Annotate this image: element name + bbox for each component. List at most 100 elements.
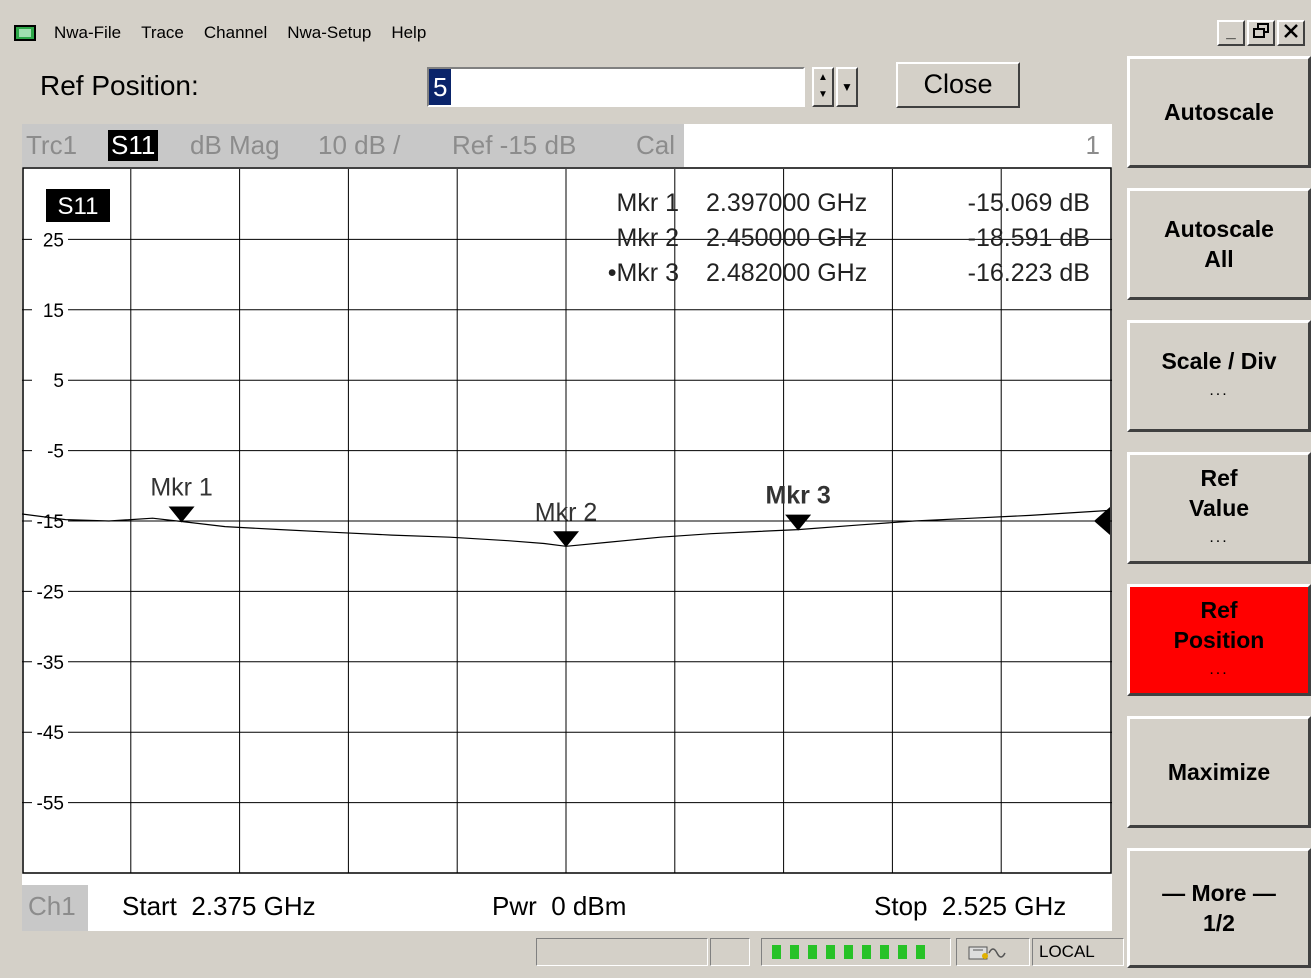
s11-trace-line (22, 509, 1111, 547)
softkey-2[interactable]: Autoscale All (1127, 188, 1311, 300)
trace-ref: Ref -15 dB (452, 130, 577, 160)
tick-bg (32, 788, 68, 813)
marker-triangle-icon (785, 514, 812, 531)
cal-indicator: Cal (636, 130, 676, 160)
softkey-5[interactable]: Ref Position... (1127, 584, 1311, 696)
y-tick-label: -35 (37, 653, 64, 674)
trace-badge-bg (46, 189, 110, 222)
softkey-label: Ref (1200, 465, 1238, 491)
y-tick-label: -5 (47, 442, 64, 463)
softkey-6[interactable]: Maximize (1127, 716, 1311, 828)
close-window-button[interactable] (1277, 20, 1305, 46)
tick-bg (32, 647, 68, 672)
ref-arrow-icon (1094, 507, 1110, 535)
softkey-label: Value (1188, 495, 1250, 521)
markers: Mkr 1 Mkr 2 Mkr 3 (150, 473, 831, 548)
channel-label: Ch1 (28, 891, 76, 921)
plot-svg: 25 15 5 -5 -15 -25 -35 -45 -55 Mkr 1 Mkr 2 Mkr 3 M… (22, 167, 1112, 874)
readout-value: -15.069 dB (968, 189, 1090, 217)
readout-freq: 2.397000 GHz (706, 189, 867, 217)
softkey-label: Scale / Div (1161, 348, 1277, 374)
tick-bg (32, 225, 68, 250)
ref-position-spinner[interactable]: ▲ ▼ (812, 67, 834, 107)
readout-value: -16.223 dB (968, 259, 1090, 287)
app-icon (14, 25, 36, 41)
y-tick-label: 5 (53, 371, 64, 392)
softkey-label: All (1204, 246, 1234, 272)
softkey-label: — More — (1162, 880, 1276, 906)
minimize-button[interactable]: _ (1217, 20, 1245, 46)
y-tick-label: 25 (43, 230, 64, 251)
menu-nwa-file[interactable]: Nwa-File (54, 23, 122, 42)
softkey-label: 1/2 (1203, 910, 1235, 936)
menu-trace[interactable]: Trace (141, 23, 184, 42)
trace-param-badge: S11 (108, 130, 159, 161)
channel-footer: Ch1 Start 2.375 GHz Pwr 0 dBm Stop 2.525… (22, 885, 1112, 931)
menu-help[interactable]: Help (391, 23, 427, 42)
marker-triangle-icon (168, 506, 195, 523)
channel-highlight (22, 885, 88, 931)
trace-name: Trc1 (26, 130, 78, 160)
chevron-down-icon: ▼ (841, 80, 853, 94)
readout-value: -18.591 dB (968, 224, 1090, 252)
ref-position-input[interactable]: 5 (427, 67, 805, 107)
trace-header[interactable]: Trc1 S11 dB Mag 10 dB / Ref -15 dB Cal 1 (22, 124, 1112, 167)
marker-readouts: Mkr 1 2.397000 GHz -15.069 dB Mkr 2 2.450000… (608, 189, 1090, 287)
tick-bg (32, 718, 68, 743)
tick-bg (32, 295, 68, 320)
readout-freq: 2.450000 GHz (706, 224, 867, 252)
softkey-label: Maximize (1167, 759, 1271, 785)
tick-bg (32, 577, 68, 602)
channel-number: 1 (1085, 130, 1100, 160)
restore-icon (1253, 23, 1269, 38)
close-icon (1284, 24, 1298, 38)
trace-badge: S11 (46, 189, 110, 222)
marker-label: Mkr 2 (535, 498, 598, 526)
progress-indicator (761, 938, 951, 966)
softkey-label: Ref (1200, 597, 1238, 623)
trace-format: dB Mag (190, 130, 280, 160)
spin-down-icon[interactable]: ▼ (818, 89, 828, 100)
softkey-label: Autoscale (1164, 216, 1274, 242)
ref-position-dropdown[interactable]: ▼ (836, 67, 858, 107)
trace-scale: 10 dB / (318, 130, 401, 160)
ref-position-label: Ref Position: (40, 70, 199, 101)
softkey-7[interactable]: — More — 1/2 (1127, 848, 1311, 968)
stop-freq: Stop 2.525 GHz (874, 891, 1067, 921)
tick-bg (32, 436, 68, 461)
y-tick-label: -15 (37, 512, 64, 533)
power-level: Pwr 0 dBm (492, 891, 627, 921)
y-tick-label: 15 (43, 301, 64, 322)
softkey-4[interactable]: Ref Value... (1127, 452, 1311, 564)
close-button[interactable]: Close (896, 62, 1020, 108)
y-ticks: 25 15 5 -5 -15 -25 -35 -45 -55 (32, 225, 68, 815)
network-icon (956, 938, 1030, 966)
ref-position-toolbar: Ref Position: 5 ▲ ▼ ▼ Close (8, 58, 1125, 120)
softkey-more-indicator: ... (1209, 529, 1229, 546)
trace-badge-label: S11 (58, 193, 99, 220)
readout-marker: Mkr 2 (617, 224, 680, 252)
menu-nwa-setup[interactable]: Nwa-Setup (287, 23, 372, 42)
softkey-more-indicator: ... (1209, 661, 1229, 678)
status-bar: LOCAL (8, 935, 1125, 969)
softkey-more-indicator: ... (1209, 382, 1229, 399)
y-tick-label: -55 (37, 794, 64, 815)
spin-up-icon[interactable]: ▲ (818, 72, 828, 83)
window-controls: _ (1217, 20, 1305, 46)
softkey-1[interactable]: Autoscale (1127, 56, 1311, 168)
grid (22, 167, 1112, 874)
softkey-3[interactable]: Scale / Div... (1127, 320, 1311, 432)
status-field-1 (536, 938, 708, 966)
readout-marker: •Mkr 3 (608, 259, 679, 287)
softkey-panel: Autoscale Autoscale All Scale / Div... Ref Va… (1127, 56, 1311, 978)
status-field-2 (710, 938, 750, 966)
tick-bg (32, 366, 68, 391)
marker-label: Mkr 3 (765, 482, 830, 510)
y-tick-label: -25 (37, 582, 64, 603)
network-glyph-icon (968, 946, 1006, 960)
local-indicator: LOCAL (1032, 938, 1124, 966)
restore-button[interactable] (1247, 20, 1275, 46)
trace-plot[interactable]: 25 15 5 -5 -15 -25 -35 -45 -55 Mkr 1 Mkr 2 Mkr 3 M… (22, 167, 1112, 887)
menu-channel[interactable]: Channel (203, 23, 268, 42)
